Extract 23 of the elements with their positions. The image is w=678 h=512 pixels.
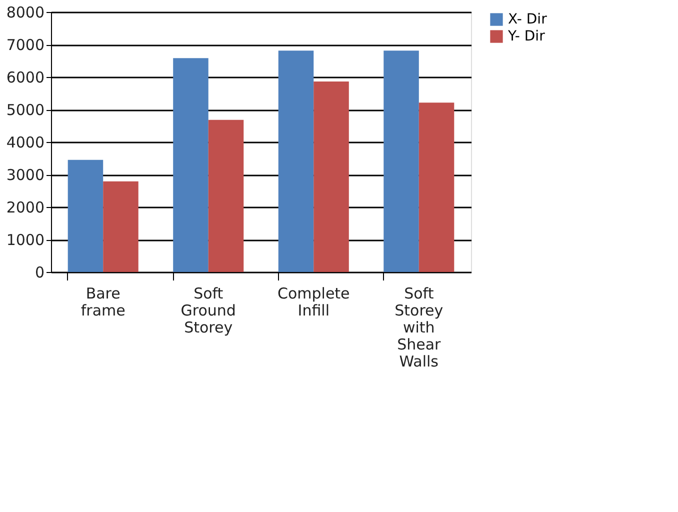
legend-label: Y- Dir	[507, 28, 546, 44]
y-tick-label: 5000	[6, 101, 44, 119]
y-tick-label: 0	[34, 264, 44, 282]
x-tick-label: Soft Storey with Shear Walls	[394, 284, 444, 370]
legend-label: X- Dir	[508, 12, 548, 28]
bar	[173, 58, 208, 272]
y-tick-label: 8000	[6, 4, 44, 22]
bar	[103, 181, 138, 272]
x-tick-label: Bare frame	[80, 284, 126, 320]
y-tick-label: 6000	[6, 68, 44, 86]
y-tick-label: 3000	[6, 166, 44, 184]
y-tick-label: 4000	[6, 134, 44, 152]
bar	[418, 102, 454, 272]
y-tick-label: 7000	[6, 36, 44, 54]
x-tick-label: Soft Ground Storey	[180, 284, 236, 336]
x-tick-label: Complete Infill	[277, 284, 350, 320]
y-tick-label: 1000	[6, 231, 44, 249]
bar	[68, 160, 104, 272]
bar	[314, 82, 349, 272]
y-tick-label: 2000	[6, 198, 44, 216]
bar	[208, 120, 244, 272]
bar	[384, 50, 419, 272]
bar	[278, 50, 314, 272]
